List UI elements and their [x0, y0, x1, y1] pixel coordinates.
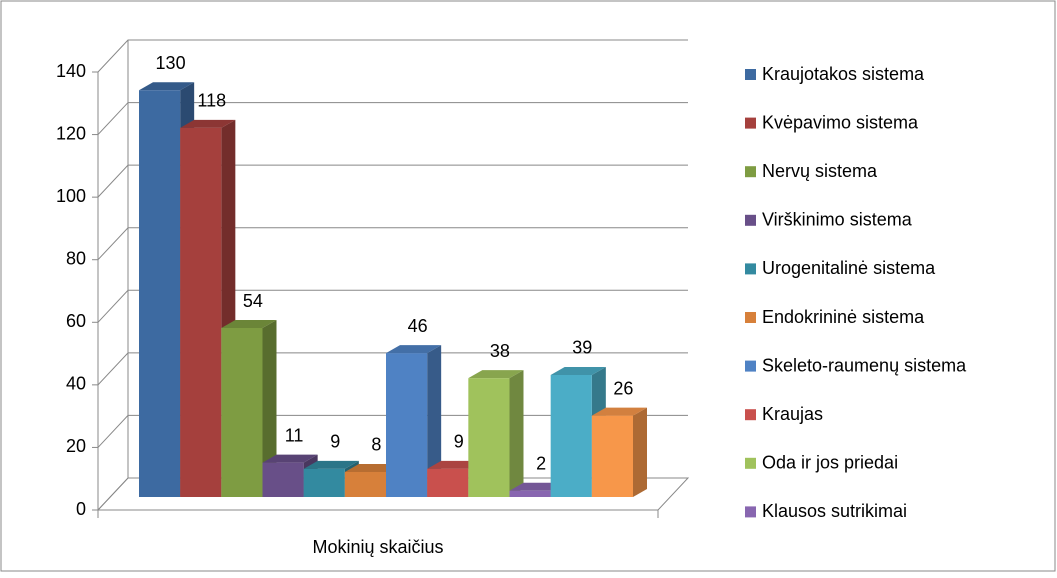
y-tick-label: 120	[56, 123, 86, 143]
bar	[221, 320, 277, 497]
bar-front	[139, 90, 181, 498]
bar-side	[427, 345, 442, 497]
x-tick-label: Mokinių skaičius	[312, 537, 443, 557]
value-label: 2	[536, 453, 546, 473]
grid-line	[97, 227, 688, 261]
legend-label: Nervų sistema	[762, 161, 878, 181]
value-label: 11	[285, 425, 304, 445]
legend-label: Virškinimo sistema	[762, 210, 913, 230]
y-tick-label: 100	[56, 186, 86, 206]
legend-label: Oda ir jos priedai	[762, 453, 898, 473]
bar-front	[468, 378, 510, 497]
bar-front	[550, 374, 592, 497]
bar-top	[180, 119, 236, 128]
bar-top	[386, 345, 442, 354]
legend-swatch	[745, 263, 756, 275]
bar-top	[550, 366, 606, 375]
bar-side	[633, 407, 647, 497]
bar	[591, 407, 647, 497]
bar-top	[262, 454, 318, 463]
legend-label: Urogenitalinė sistema	[762, 258, 936, 278]
legend-swatch	[745, 457, 756, 469]
legend-label: Kraujas	[762, 404, 823, 424]
bar-side	[509, 370, 524, 497]
grid-line	[97, 39, 688, 73]
bar-front	[221, 328, 263, 497]
legend-swatch	[745, 409, 756, 421]
value-label: 26	[613, 378, 633, 398]
value-label: 9	[330, 432, 340, 452]
legend-swatch	[745, 117, 756, 129]
legend-swatch	[745, 69, 756, 80]
bar-top	[303, 460, 359, 469]
y-tick-label: 60	[66, 311, 86, 331]
y-tick-label: 140	[56, 61, 86, 81]
bar-front	[262, 462, 304, 497]
bar-front	[180, 127, 222, 497]
bar-top	[591, 407, 647, 416]
bar	[468, 370, 524, 497]
legend-label: Kvėpavimo sistema	[762, 112, 919, 132]
bar-front	[427, 468, 469, 497]
value-label: 118	[197, 91, 226, 111]
legend-swatch	[745, 360, 756, 372]
value-label: 8	[371, 435, 381, 455]
grid-line	[97, 164, 688, 198]
y-tick-label: 20	[66, 436, 86, 456]
value-label: 9	[454, 432, 464, 452]
bar-front	[303, 468, 345, 497]
grid-line	[97, 289, 688, 323]
legend-swatch	[745, 166, 756, 178]
bar-top	[221, 320, 277, 329]
value-label: 38	[490, 341, 510, 361]
value-label: 130	[156, 53, 186, 73]
bar-front	[591, 415, 633, 497]
legend-label: Skeleto-raumenų sistema	[762, 355, 967, 375]
y-tick-label: 40	[66, 374, 86, 394]
legend-swatch	[745, 312, 756, 323]
grid-line	[97, 352, 688, 386]
bar-front	[386, 353, 428, 497]
y-tick-label: 80	[66, 248, 86, 268]
value-label: 39	[572, 338, 592, 358]
legend-label: Klausos sutrikimai	[762, 501, 907, 521]
legend-label: Kraujotakos sistema	[762, 64, 925, 84]
bar-top	[468, 370, 524, 379]
y-tick-label: 0	[76, 499, 86, 519]
bar-front	[344, 471, 386, 497]
value-label: 54	[243, 291, 263, 311]
value-label: 46	[408, 316, 428, 336]
legend-swatch	[745, 506, 756, 518]
legend-label: Endokrininė sistema	[762, 307, 925, 327]
bar-side	[262, 320, 277, 497]
bar-front	[509, 490, 551, 497]
legend-swatch	[745, 214, 756, 226]
bar-top	[139, 82, 195, 91]
grid-line	[97, 102, 688, 135]
bar	[386, 345, 442, 497]
